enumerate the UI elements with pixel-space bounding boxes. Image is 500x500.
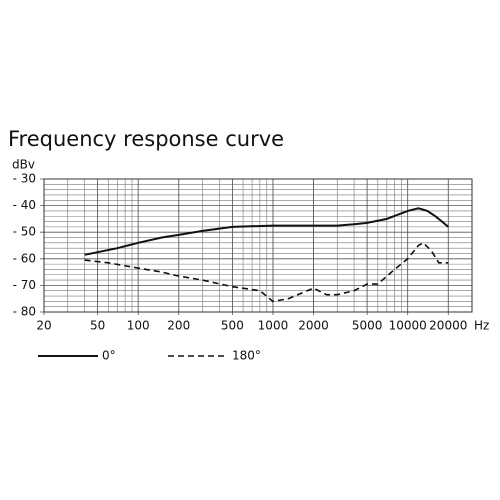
data-line [84,241,449,303]
x-tick-label: 2000 [298,319,329,333]
x-tick-label: 1000 [258,319,289,333]
y-tick-label: - 40 [13,198,36,212]
plot-frame [43,178,473,313]
x-tick-label: 20 [36,319,51,333]
y-axis-label: dBv [12,158,35,172]
legend-label: 0° [102,349,116,363]
x-tick-label: 20000 [429,319,467,333]
y-tick-label: - 30 [13,172,36,186]
x-tick-label: 5000 [352,319,383,333]
legend-label: 180° [232,349,261,363]
y-tick-label: - 60 [13,251,36,265]
data-line [84,207,449,256]
y-tick-label: - 80 [13,305,36,319]
x-tick-label: 50 [90,319,105,333]
x-tick-label: 100 [127,319,150,333]
y-tick-label: - 70 [13,278,36,292]
x-tick-label: 10000 [389,319,427,333]
x-axis-label: Hz [474,319,489,333]
x-tick-label: 500 [221,319,244,333]
x-tick-label: 200 [167,319,190,333]
y-tick-label: - 50 [13,225,36,239]
chart-title: Frequency response curve [8,127,284,151]
